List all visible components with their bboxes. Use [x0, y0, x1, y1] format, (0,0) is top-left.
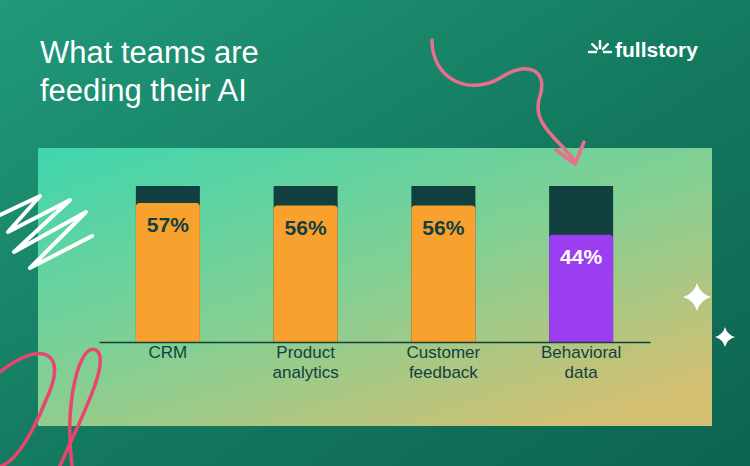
white-scribble: [0, 196, 92, 268]
background: [0, 0, 750, 466]
bar: [136, 203, 200, 342]
brand-icon-ray: [592, 44, 597, 49]
chart-panel: [38, 148, 712, 426]
range-track: [274, 186, 338, 342]
range-track: [411, 186, 475, 342]
x-tick-label: Customerfeedback: [407, 343, 481, 382]
x-tick-label: CRM: [149, 343, 188, 362]
brand-icon-ray: [603, 44, 608, 49]
sparkle-large: [683, 283, 711, 311]
brand-icon-ray: [604, 51, 611, 54]
x-tick: Behavioraldata: [541, 343, 621, 382]
x-tick: Customerfeedback: [407, 343, 481, 382]
brand-text: fullstory: [615, 38, 698, 61]
plot-area: [136, 186, 613, 342]
brand-logo: fullstory: [589, 38, 698, 61]
data-labels: 57% 56% 56% 44%: [147, 213, 603, 268]
pink-loops: [0, 349, 100, 466]
data-label: 44%: [560, 245, 602, 268]
bar: [411, 206, 475, 343]
x-tick-label: Behavioraldata: [541, 343, 621, 382]
sparkle-small: [715, 327, 735, 347]
x-tick-label: Productanalytics: [273, 343, 339, 382]
pink-arrow-head: [556, 142, 584, 164]
chart-svg: What teams arefeeding their AI fullstory C…: [0, 0, 750, 466]
x-tick: CRM: [149, 343, 188, 362]
range-track: [136, 186, 200, 342]
brand-icon: [589, 41, 611, 52]
data-label: 56%: [422, 216, 464, 239]
data-label: 56%: [285, 216, 327, 239]
bar: [549, 235, 613, 342]
brand-icon-ray: [589, 51, 596, 54]
x-axis: CRM Productanalytics Customerfeedback Behav…: [100, 343, 651, 383]
range-track: [549, 186, 613, 342]
decorations: [0, 40, 735, 466]
pink-arrow: [432, 40, 574, 160]
x-tick: Productanalytics: [273, 343, 339, 382]
bar: [274, 206, 338, 343]
chart-title: What teams arefeeding their AI: [40, 35, 259, 108]
data-label: 57%: [147, 213, 189, 236]
brand-icon-ray: [599, 41, 602, 48]
